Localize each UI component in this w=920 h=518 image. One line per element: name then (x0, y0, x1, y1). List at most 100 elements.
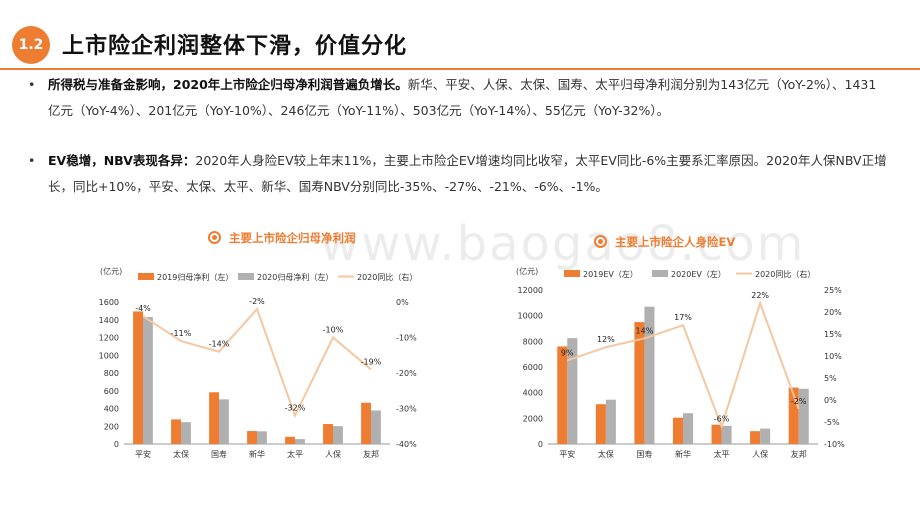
x-tick-label: 国寿 (636, 449, 652, 459)
legend-swatch (238, 273, 254, 280)
x-tick-label: 平安 (135, 449, 151, 459)
y2-tick-label: 15% (824, 330, 842, 339)
bar-2020 (567, 338, 578, 444)
bar-2019 (750, 431, 761, 444)
bar-2020 (605, 399, 616, 444)
bar-2019 (595, 404, 606, 444)
data-label: -19% (361, 357, 382, 366)
x-tick-label: 友邦 (363, 449, 379, 459)
bar-2020 (219, 399, 229, 444)
watermark: www.baogao8.com (320, 216, 806, 272)
bar-2020 (760, 428, 771, 444)
legend-label: 2020同比（右） (357, 272, 417, 282)
ev-chart: (亿元) 2019EV（左） 2020EV（左） 2020同比（右） 0 2000 4000… (516, 266, 845, 459)
section-badge: 1.2 (12, 26, 50, 64)
bullet-ev: • EV稳增，NBV表现各异：2020年人身险EV较上年末11%，主要上市险企E… (28, 148, 888, 200)
y2-tick-label: 5% (824, 374, 837, 383)
y-tick-label: 200 (104, 422, 119, 431)
y2-tick-label: -10% (824, 440, 845, 449)
y-tick-label: 1600 (99, 298, 119, 307)
legend-label: 2019EV（左） (583, 269, 638, 279)
y2-tick-label: -5% (824, 418, 840, 427)
y-tick-label: 1400 (99, 316, 119, 325)
y2-tick-label: -10% (396, 334, 417, 343)
y-tick-label: 8000 (523, 337, 543, 346)
data-label: 14% (636, 326, 654, 335)
bullet-dot: • (28, 153, 36, 168)
bar-2019 (171, 419, 181, 444)
y-tick-label: 1000 (99, 351, 119, 360)
y-unit-label: (亿元) (100, 266, 122, 276)
y2-tick-label: 10% (824, 352, 842, 361)
bullet-body: 2020年人身险EV较上年末11%，主要上市险企EV增速均同比收窄，太平EV同比… (48, 153, 887, 194)
data-label: -32% (285, 404, 306, 413)
chart-title-text: 主要上市险企归母净利润 (229, 231, 356, 245)
y-tick-label: 400 (104, 405, 119, 414)
bar-2019 (247, 431, 257, 444)
profit-chart: (亿元) 2019归母净利（左） 2020归母净利（左） 2020同比（右） 0 200 4… (99, 266, 418, 459)
x-tick-label: 太平 (287, 449, 303, 459)
data-label: -14% (209, 340, 230, 349)
y-tick-label: 600 (104, 387, 119, 396)
bullet-profit: • 所得税与准备金影响，2020年上市险企归母净利润普遍负增长。新华、平安、人保… (28, 72, 888, 124)
bar-2020 (644, 306, 655, 444)
data-label: -4% (135, 304, 151, 313)
x-tick-label: 友邦 (791, 449, 807, 459)
data-label: -6% (714, 414, 730, 423)
data-label: -2% (791, 397, 807, 406)
y-tick-label: 12000 (518, 286, 543, 295)
y-tick-label: 2000 (523, 414, 543, 423)
slide-title: 上市险企利润整体下滑，价值分化 (62, 34, 408, 59)
bar-2020 (333, 426, 343, 444)
data-label: -10% (323, 326, 344, 335)
y-tick-label: 4000 (523, 389, 543, 398)
y-tick-label: 10000 (518, 312, 543, 321)
x-tick-label: 平安 (559, 449, 575, 459)
bar-2019 (285, 436, 295, 444)
target-icon (594, 235, 607, 248)
bar-2019 (711, 424, 722, 444)
chart-title-profit: 主要上市险企归母净利润 (208, 230, 356, 246)
x-tick-label: 太平 (714, 449, 730, 459)
bar-2020 (181, 422, 191, 444)
data-label: 12% (597, 335, 615, 344)
x-tick-label: 新华 (675, 449, 691, 459)
y-tick-label: 800 (104, 369, 119, 378)
y-tick-label: 0 (538, 440, 543, 449)
bullet-text: EV稳增，NBV表现各异：2020年人身险EV较上年末11%，主要上市险企EV增… (48, 148, 888, 200)
bar-2020 (371, 410, 381, 444)
yoy-line (142, 307, 372, 419)
bar-2019 (361, 402, 371, 444)
bar-2019 (672, 417, 683, 444)
x-tick-label: 人保 (325, 449, 341, 459)
y2-tick-label: -30% (396, 405, 417, 414)
data-label: -2% (249, 297, 265, 306)
x-tick-label: 人保 (752, 449, 768, 459)
yoy-line (566, 300, 800, 430)
y2-tick-label: 25% (824, 286, 842, 295)
bar-2019 (209, 392, 219, 444)
legend-swatch (138, 273, 154, 280)
legend-swatch (652, 270, 668, 277)
data-label: 9% (561, 348, 574, 357)
bar-2020 (683, 413, 694, 444)
y2-tick-label: -40% (396, 440, 417, 449)
y2-tick-label: -20% (396, 369, 417, 378)
y2-tick-label: 20% (824, 308, 842, 317)
bar-2019 (133, 311, 143, 444)
y2-tick-label: 0% (396, 298, 409, 307)
bar-2020 (798, 388, 809, 444)
data-label: -11% (171, 329, 192, 338)
data-label: 22% (751, 291, 769, 300)
x-tick-label: 新华 (249, 449, 265, 459)
y2-tick-label: 0% (824, 396, 837, 405)
x-tick-label: 太保 (598, 449, 614, 459)
bar-2019 (788, 387, 799, 444)
legend-swatch (564, 270, 580, 277)
chart-title-ev: 主要上市险企人身险EV (594, 234, 735, 250)
bar-2020 (295, 439, 305, 444)
y-unit-label: (亿元) (516, 266, 538, 276)
slide-header: 1.2 上市险企利润整体下滑，价值分化 (0, 0, 920, 66)
bullet-dot: • (28, 77, 36, 92)
legend-label: 2020EV（左） (671, 269, 726, 279)
